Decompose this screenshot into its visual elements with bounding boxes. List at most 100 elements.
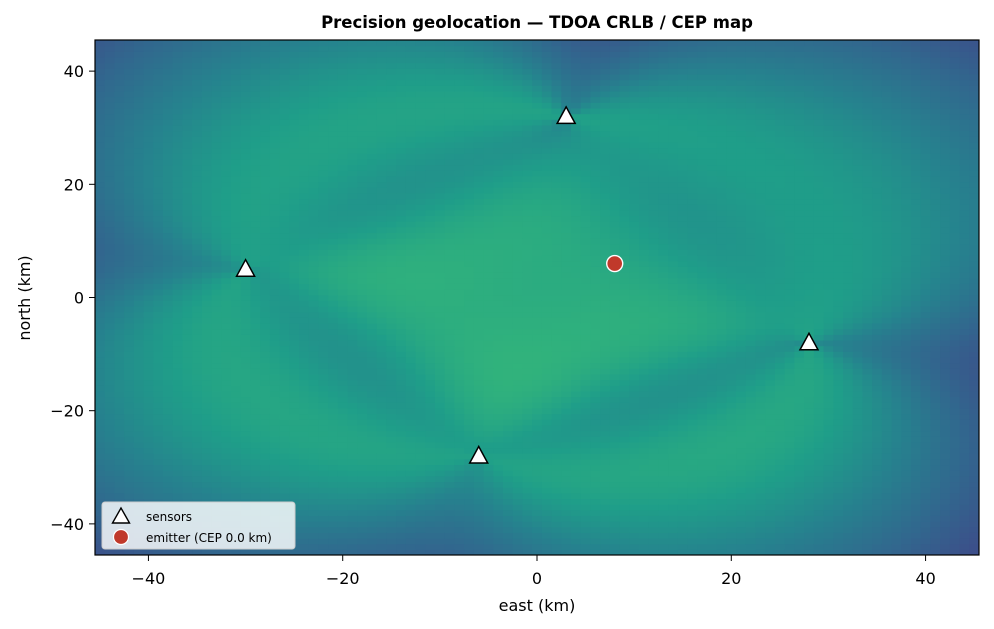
heatmap-cell	[95, 447, 106, 454]
heatmap-cell	[104, 345, 116, 352]
heatmap-cell	[279, 300, 290, 307]
heatmap-cell	[551, 458, 562, 466]
heatmap-cell	[522, 175, 533, 183]
heatmap-cell	[415, 419, 426, 426]
heatmap-cell	[337, 549, 349, 555]
heatmap-cell	[396, 441, 407, 449]
heatmap-cell	[308, 430, 320, 437]
heatmap-cell	[114, 102, 125, 109]
heatmap-cell	[493, 249, 504, 256]
heatmap-cell	[464, 272, 475, 279]
heatmap-cell	[425, 521, 436, 528]
heatmap-cell	[153, 373, 164, 381]
heatmap-cell	[367, 475, 378, 483]
heatmap-cell	[347, 453, 358, 460]
heatmap-cell	[124, 453, 135, 460]
heatmap-cell	[376, 532, 388, 539]
heatmap-cell	[532, 85, 543, 92]
heatmap-cell	[308, 51, 320, 58]
heatmap-cell	[279, 277, 290, 284]
heatmap-cell	[425, 164, 436, 171]
heatmap-cell	[250, 492, 261, 500]
heatmap-cell	[240, 407, 252, 415]
heatmap-cell	[609, 475, 621, 483]
heatmap-cell	[124, 124, 135, 132]
heatmap-cell	[124, 402, 135, 409]
heatmap-cell	[435, 300, 446, 307]
heatmap-cell	[250, 158, 261, 166]
heatmap-cell	[347, 373, 358, 381]
heatmap-cell	[386, 419, 397, 426]
heatmap-cell	[367, 158, 378, 166]
heatmap-cell	[367, 90, 378, 98]
heatmap-cell	[503, 317, 514, 324]
heatmap-cell	[532, 136, 543, 143]
heatmap-cell	[571, 379, 582, 386]
heatmap-cell	[396, 243, 407, 250]
heatmap-cell	[357, 102, 368, 109]
heatmap-cell	[308, 147, 320, 154]
heatmap-cell	[541, 424, 553, 432]
heatmap-cell	[299, 90, 310, 98]
heatmap-cell	[279, 175, 290, 183]
heatmap-cell	[464, 402, 475, 409]
heatmap-cell	[580, 453, 592, 460]
heatmap-cell	[133, 260, 145, 267]
heatmap-cell	[308, 260, 320, 267]
heatmap-cell	[221, 368, 232, 375]
heatmap-cell	[357, 238, 368, 245]
heatmap-cell	[269, 322, 281, 330]
heatmap-cell	[580, 373, 592, 381]
heatmap-cell	[512, 249, 524, 256]
heatmap-cell	[376, 175, 388, 183]
heatmap-cell	[571, 526, 582, 533]
heatmap-cell	[600, 45, 611, 52]
heatmap-cell	[299, 79, 310, 86]
heatmap-cell	[260, 328, 271, 335]
heatmap-cell	[493, 170, 504, 177]
heatmap-cell	[473, 311, 485, 318]
heatmap-cell	[590, 181, 601, 188]
heatmap-cell	[143, 107, 154, 115]
heatmap-cell	[386, 158, 397, 166]
heatmap-cell	[415, 538, 426, 545]
heatmap-cell	[289, 334, 300, 341]
heatmap-cell	[337, 543, 349, 550]
heatmap-cell	[143, 447, 154, 454]
heatmap-cell	[386, 368, 397, 375]
heatmap-cell	[600, 113, 611, 120]
heatmap-cell	[609, 424, 621, 432]
heatmap-cell	[124, 130, 135, 137]
heatmap-cell	[435, 40, 446, 47]
heatmap-cell	[493, 487, 504, 494]
heatmap-cell	[619, 339, 630, 347]
heatmap-cell	[269, 136, 281, 143]
heatmap-cell	[590, 475, 601, 483]
heatmap-cell	[522, 430, 533, 437]
heatmap-cell	[231, 68, 242, 75]
heatmap-cell	[231, 458, 242, 466]
heatmap-cell	[503, 311, 514, 318]
heatmap-cell	[561, 62, 572, 69]
heatmap-cell	[541, 181, 553, 188]
heatmap-cell	[512, 45, 524, 52]
heatmap-cell	[580, 368, 592, 375]
heatmap-cell	[571, 300, 582, 307]
heatmap-cell	[201, 113, 213, 120]
heatmap-cell	[201, 277, 213, 284]
heatmap-cell	[201, 56, 213, 64]
heatmap-cell	[318, 294, 329, 301]
heatmap-cell	[347, 390, 358, 398]
heatmap-cell	[600, 181, 611, 188]
heatmap-cell	[386, 272, 397, 279]
heatmap-cell	[590, 498, 601, 505]
heatmap-cell	[367, 464, 378, 471]
heatmap-cell	[532, 215, 543, 222]
heatmap-cell	[386, 232, 397, 239]
heatmap-cell	[561, 436, 572, 443]
heatmap-cell	[299, 407, 310, 415]
heatmap-cell	[337, 175, 349, 183]
heatmap-cell	[493, 192, 504, 200]
heatmap-cell	[473, 96, 485, 103]
heatmap-cell	[415, 56, 426, 64]
